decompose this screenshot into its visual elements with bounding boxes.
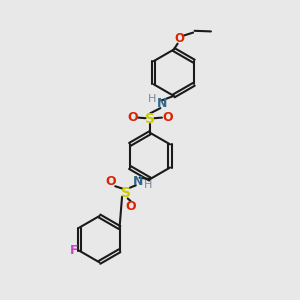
Text: O: O: [106, 175, 116, 188]
Text: N: N: [157, 98, 167, 110]
Text: S: S: [145, 112, 155, 126]
Text: O: O: [162, 111, 172, 124]
Text: N: N: [133, 175, 143, 188]
Text: S: S: [121, 186, 131, 200]
Text: H: H: [148, 94, 157, 104]
Text: O: O: [128, 111, 138, 124]
Text: O: O: [125, 200, 136, 213]
Text: H: H: [143, 180, 152, 190]
Text: O: O: [174, 32, 184, 45]
Text: F: F: [70, 244, 78, 257]
